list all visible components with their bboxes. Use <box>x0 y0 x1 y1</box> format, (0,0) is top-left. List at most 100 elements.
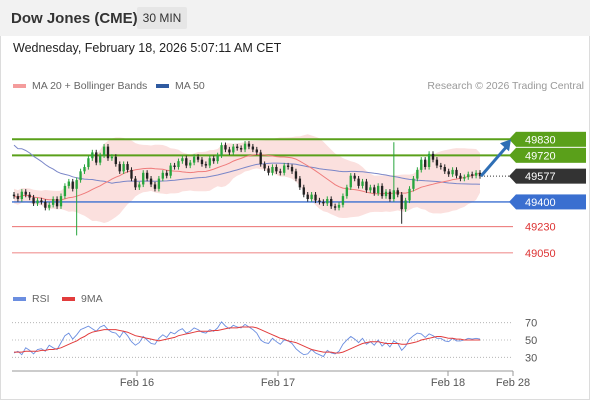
candle-body <box>196 156 200 160</box>
price-tag-49720 <box>516 147 586 163</box>
candle-body <box>134 178 137 188</box>
candle-body <box>91 152 94 159</box>
candle-body <box>259 152 262 165</box>
candle-body <box>326 199 329 204</box>
candle-body <box>71 181 74 189</box>
candle-body <box>459 175 462 179</box>
candle-body <box>361 181 364 186</box>
ma50-swatch <box>156 84 169 89</box>
candle-body <box>236 146 239 149</box>
candle-body <box>98 155 102 163</box>
candle-body <box>36 200 39 204</box>
projection-arrow-head <box>500 139 511 152</box>
candle-body <box>173 165 176 167</box>
candle-body <box>63 185 67 197</box>
candle-body <box>83 166 86 172</box>
candle-body <box>310 194 313 200</box>
candle-body <box>279 171 282 173</box>
candle-body <box>28 194 31 198</box>
candle-body <box>122 164 125 172</box>
candle-body <box>138 184 141 188</box>
rsi-tick-label: 70 <box>525 318 537 330</box>
candle-body <box>447 171 450 175</box>
candle-body <box>470 174 474 176</box>
candle-body <box>118 164 121 172</box>
candle-body <box>345 187 349 197</box>
timeframe-badge[interactable]: 30 MIN <box>137 7 187 29</box>
candle-body <box>67 181 70 186</box>
candle-body <box>392 190 396 200</box>
candle-body <box>51 199 55 205</box>
candle-body <box>416 169 419 179</box>
candle-body <box>79 171 82 181</box>
candle-body <box>192 156 196 163</box>
price-label-49577: 49577 <box>525 171 556 183</box>
price-tag-pointer-49400 <box>509 194 516 210</box>
candle-body <box>75 180 78 189</box>
candle-body <box>353 175 356 179</box>
candle-body <box>322 201 325 204</box>
candle-body <box>87 158 90 167</box>
candle-body <box>200 159 204 165</box>
candle-body <box>314 194 317 201</box>
candle-body <box>306 194 309 200</box>
candle-body <box>251 146 255 150</box>
x-tick-label: Feb 17 <box>261 377 295 389</box>
price-tag-49830 <box>516 131 586 147</box>
legend-rsi: RSI <box>13 293 50 305</box>
candle-body <box>349 175 352 188</box>
candle-body <box>412 178 415 189</box>
price-label-49230: 49230 <box>525 222 556 234</box>
candle-body <box>333 206 337 208</box>
candle-body <box>263 164 266 169</box>
price-tag-pointer-49830 <box>509 131 516 147</box>
candle-body <box>185 158 188 166</box>
candle-body <box>388 191 392 200</box>
price-tag-49400 <box>516 194 586 210</box>
candle-body <box>247 143 251 147</box>
candle-body <box>216 155 219 162</box>
candle-body <box>40 200 43 202</box>
candle-body <box>463 177 466 179</box>
candle-body <box>59 196 63 207</box>
price-label-49830: 49830 <box>525 134 556 146</box>
candle-body <box>243 143 247 150</box>
candle-body <box>204 164 208 166</box>
candle-body <box>337 204 341 208</box>
price-tag-49577 <box>516 168 586 184</box>
candle-body <box>149 178 153 185</box>
candle-body <box>110 156 114 159</box>
candle-body <box>161 172 164 179</box>
candle-body <box>420 159 423 170</box>
candle-body <box>318 200 321 202</box>
candle-body <box>20 191 24 200</box>
rsi-9ma-line <box>14 326 480 354</box>
candle-body <box>283 165 286 173</box>
candle-body <box>474 172 478 176</box>
candle-body <box>157 178 161 189</box>
rsi-label: RSI <box>32 293 50 305</box>
rsi-line <box>13 321 481 358</box>
candle-body <box>153 184 157 189</box>
candle-body <box>290 166 294 172</box>
candle-body <box>384 191 388 197</box>
candle-body <box>145 172 149 179</box>
candle-body <box>169 165 172 176</box>
credit: Research © 2026 Trading Central <box>427 80 584 92</box>
candle-body <box>255 149 258 153</box>
candle-body <box>12 194 16 197</box>
candle-body <box>130 169 133 179</box>
price-label-49050: 49050 <box>525 248 556 260</box>
candle-body <box>341 196 345 205</box>
x-tick-label: Feb 28 <box>496 377 530 389</box>
candle-body <box>177 161 180 167</box>
candle-body <box>431 153 435 160</box>
price-label-49720: 49720 <box>525 150 556 162</box>
bollinger-band <box>14 134 480 223</box>
candle-body <box>106 146 110 159</box>
ma20-swatch <box>13 84 26 89</box>
candle-body <box>208 158 211 166</box>
candle-body <box>357 178 360 186</box>
price-tag-pointer-49577 <box>509 168 516 184</box>
